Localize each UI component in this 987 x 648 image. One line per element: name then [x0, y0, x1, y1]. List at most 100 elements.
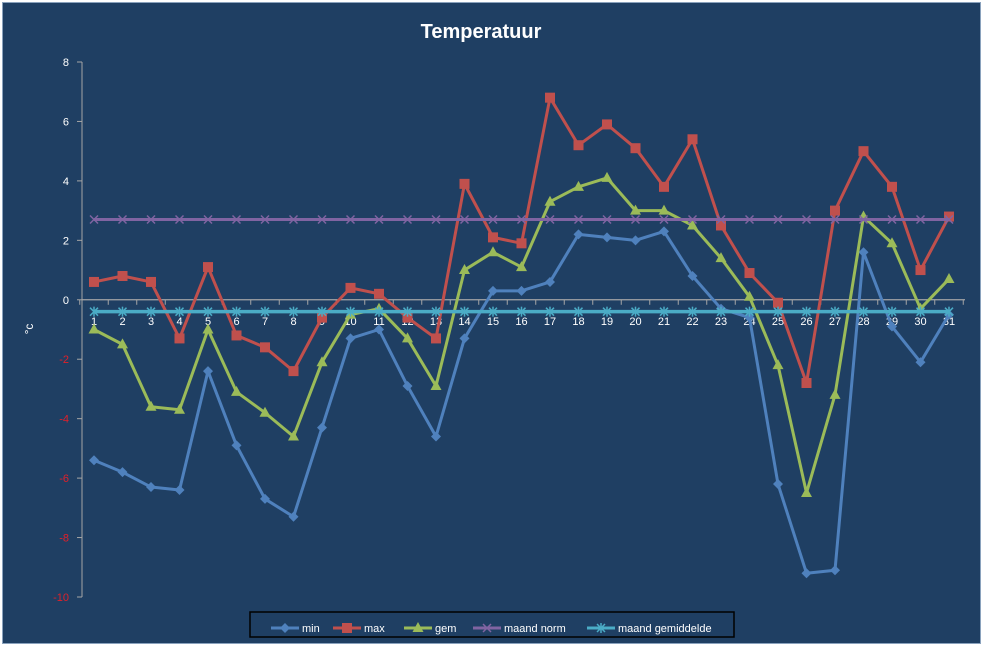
x-tick-label: 7 [262, 316, 268, 328]
x-tick-label: 5 [205, 316, 211, 328]
data-point-maand-norm [516, 214, 527, 225]
data-point-max [402, 312, 413, 323]
data-point-maand-gemiddelde [944, 306, 954, 317]
data-point-maand-gemiddelde [516, 306, 527, 317]
y-tick-label: 4 [63, 176, 69, 188]
data-point-max [944, 211, 954, 222]
data-point-maand-gemiddelde [830, 306, 840, 317]
x-tick-label: 17 [544, 316, 556, 328]
data-point-min [602, 232, 612, 243]
data-point-min [89, 455, 99, 466]
data-point-min [203, 366, 213, 377]
data-point-maand-gemiddelde [203, 306, 213, 317]
data-point-max [516, 238, 527, 249]
data-point-max [231, 330, 242, 341]
series-line-gem [93, 176, 951, 495]
x-tick-label: 15 [487, 316, 499, 328]
x-tick-label: 25 [772, 316, 784, 328]
x-tick-label: 3 [148, 316, 154, 328]
data-point-maand-norm [801, 214, 812, 225]
data-point-gem [174, 403, 185, 414]
data-point-maand-gemiddelde [573, 306, 584, 317]
data-point-min [801, 568, 812, 579]
x-tick-label: 30 [914, 316, 926, 328]
data-point-min [516, 285, 527, 296]
series-lines [88, 92, 955, 579]
data-point-maand-gemiddelde [89, 306, 99, 317]
y-axis-label: °c [22, 324, 36, 335]
legend-marker-maand-norm [482, 623, 492, 633]
legend-marker-maand-gemiddelde [596, 623, 606, 633]
data-point-maand-gemiddelde [402, 306, 413, 317]
data-point-max [488, 232, 498, 243]
temperature-chart: Temperatuur 86420-2-4-6-8-10123456789101… [22, 21, 965, 638]
y-tick-label: -6 [59, 473, 69, 485]
chart-title: Temperatuur [421, 21, 542, 43]
data-point-min [402, 380, 413, 391]
y-tick-label: 0 [63, 295, 69, 307]
data-point-max [687, 134, 698, 145]
data-point-min [146, 482, 156, 493]
data-point-maand-norm [659, 214, 669, 225]
data-point-gem [288, 430, 299, 441]
data-point-maand-norm [545, 214, 555, 225]
legend: min max gem maand norm maand gemiddelde [249, 611, 735, 638]
data-point-maand-gemiddelde [801, 306, 812, 317]
data-point-maand-gemiddelde [146, 306, 156, 317]
data-point-maand-norm [459, 214, 470, 225]
x-tick-label: 18 [572, 316, 584, 328]
data-point-gem [801, 486, 812, 497]
data-point-max [345, 282, 356, 293]
data-point-min [288, 511, 299, 522]
data-point-maand-norm [431, 214, 441, 225]
data-point-max [174, 333, 185, 344]
data-point-max [602, 119, 612, 130]
data-point-max [459, 178, 470, 189]
data-point-maand-norm [716, 214, 726, 225]
series-max [89, 92, 954, 388]
data-point-max [545, 92, 555, 103]
legend-marker-max [342, 623, 352, 633]
data-point-max [744, 268, 755, 279]
x-tick-label: 28 [857, 316, 869, 328]
y-tick-label: 6 [63, 116, 69, 128]
data-point-maand-norm [174, 214, 185, 225]
data-point-max [288, 366, 299, 377]
x-tick-label: 1 [91, 316, 97, 328]
data-point-min [317, 422, 327, 433]
data-point-gem [117, 338, 128, 349]
data-point-maand-gemiddelde [317, 306, 327, 317]
data-point-maand-norm [573, 214, 584, 225]
series-line-min [93, 229, 951, 575]
data-point-min [231, 440, 242, 451]
data-point-max [801, 378, 812, 388]
data-point-maand-gemiddelde [374, 306, 384, 317]
legend-marker-min [280, 623, 290, 633]
data-point-maand-gemiddelde [915, 306, 926, 317]
data-point-max [659, 181, 669, 192]
data-point-maand-norm [317, 214, 327, 225]
x-tick-label: 16 [515, 316, 527, 328]
data-point-gem [259, 406, 271, 417]
data-point-maand-norm [687, 214, 698, 225]
data-point-min [915, 357, 926, 368]
data-point-max [630, 143, 641, 154]
data-point-gem [601, 171, 613, 182]
data-point-min [887, 321, 897, 332]
data-point-min [573, 229, 584, 240]
data-point-gem [231, 385, 242, 396]
data-point-min [630, 235, 641, 246]
data-point-maand-gemiddelde [345, 306, 356, 317]
data-point-maand-norm [260, 214, 270, 225]
data-point-gem [630, 204, 641, 215]
data-point-maand-norm [830, 214, 840, 225]
data-point-max [716, 220, 726, 231]
data-point-maand-gemiddelde [858, 306, 869, 317]
data-point-maand-gemiddelde [288, 306, 299, 317]
legend-label-gem: gem [435, 623, 456, 635]
data-point-gem [202, 323, 214, 334]
legend-label-maand-gemiddelde: maand gemiddelde [618, 623, 712, 635]
data-point-maand-norm [203, 214, 213, 225]
data-point-maand-gemiddelde [117, 306, 128, 317]
data-point-gem [573, 180, 584, 191]
